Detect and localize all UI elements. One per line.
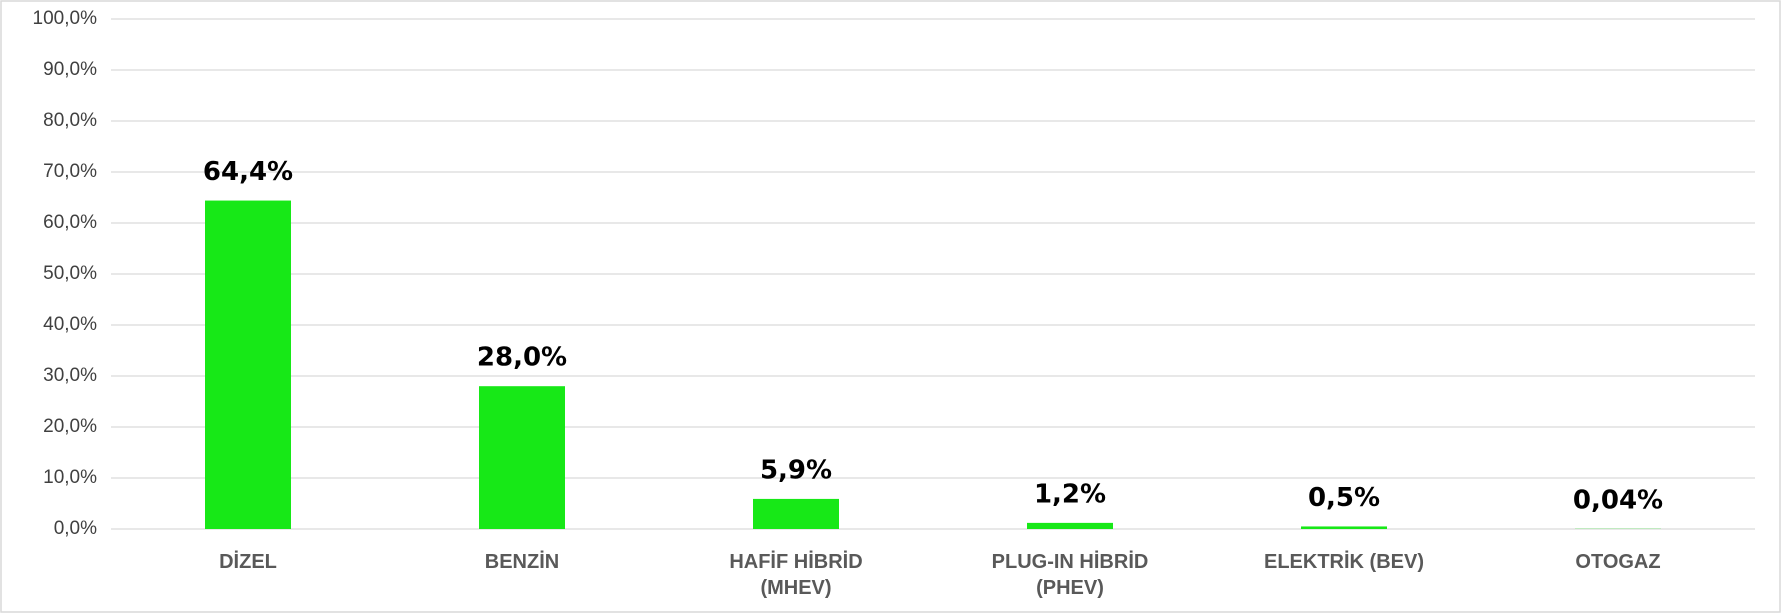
bar (1301, 526, 1387, 529)
y-tick-label: 90,0% (43, 59, 97, 80)
x-tick-label: OTOGAZ (1575, 551, 1661, 573)
bar (753, 498, 839, 529)
value-label: 64,4% (203, 157, 293, 187)
x-tick-label: HAFİF HİBRİD (MHEV) (729, 551, 863, 599)
value-label: 0,5% (1308, 483, 1380, 513)
bar (205, 200, 291, 529)
y-tick-label: 50,0% (43, 263, 97, 284)
y-tick-label: 20,0% (43, 416, 97, 437)
bar (1027, 522, 1113, 529)
x-tick-label: BENZİN (484, 551, 560, 573)
y-tick-label: 70,0% (43, 161, 97, 182)
x-tick-label: DİZEL (219, 551, 277, 573)
value-label: 0,04% (1573, 485, 1663, 515)
y-tick-label: 0,0% (54, 518, 97, 539)
y-tick-label: 30,0% (43, 365, 97, 386)
x-tick-label: ELEKTRİK (BEV) (1264, 551, 1424, 573)
value-label: 1,2% (1034, 479, 1106, 509)
y-tick-label: 40,0% (43, 314, 97, 335)
y-tick-label: 60,0% (43, 212, 97, 233)
bar (479, 386, 565, 529)
y-tick-label: 10,0% (43, 467, 97, 488)
value-label: 5,9% (760, 455, 832, 485)
x-tick-label: PLUG-IN HİBRİD (PHEV) (991, 551, 1149, 599)
y-tick-label: 80,0% (43, 110, 97, 131)
value-label: 28,0% (477, 343, 567, 373)
y-tick-label: 100,0% (33, 8, 98, 29)
